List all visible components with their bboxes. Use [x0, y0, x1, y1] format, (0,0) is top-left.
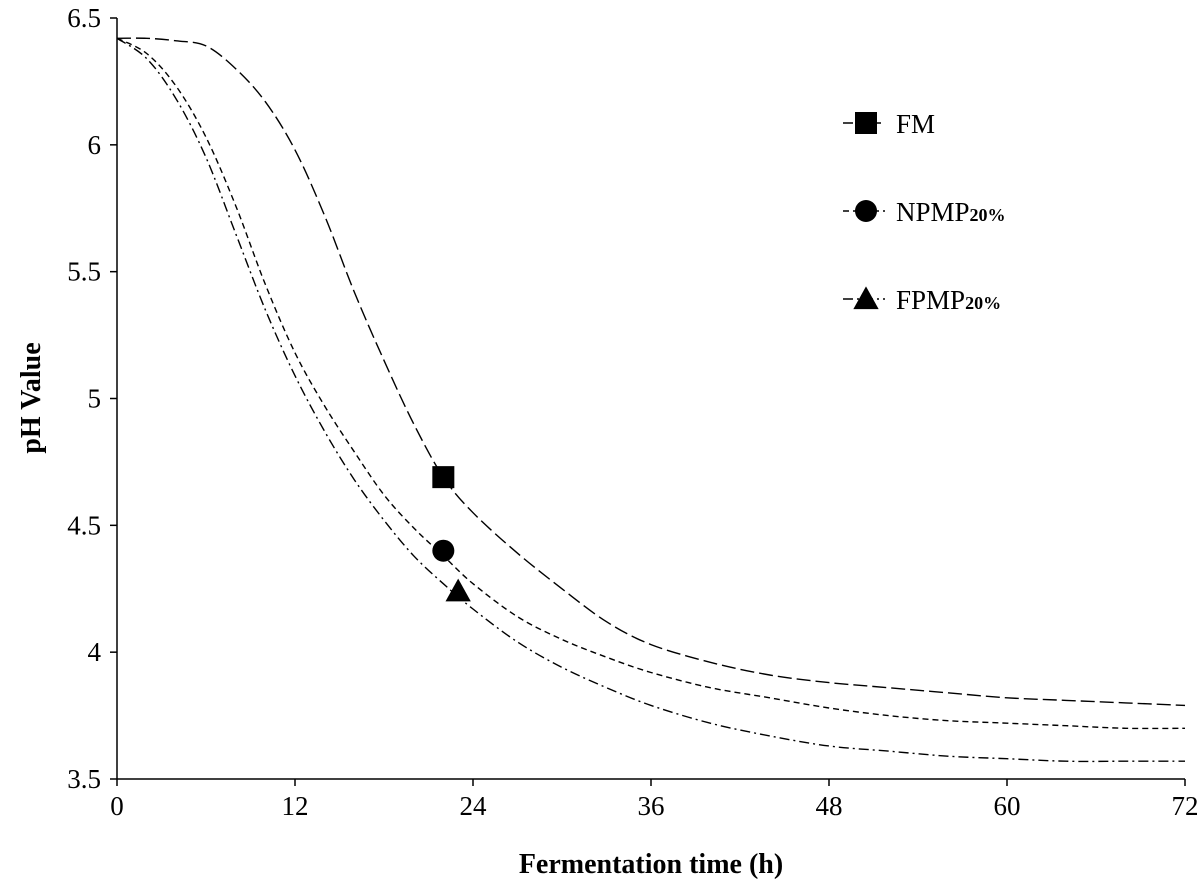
data-marker-circle: [432, 539, 455, 562]
legend-marker-circle: [855, 200, 877, 222]
x-tick-label: 36: [638, 791, 665, 821]
x-tick-label: 0: [110, 791, 124, 821]
x-axis-ticks: 0 12 24 36 48 60 72: [110, 779, 1199, 821]
x-axis-title: Fermentation time (h): [519, 849, 783, 880]
y-tick-label: 4.5: [67, 510, 101, 540]
data-marker-square: [432, 466, 455, 489]
series-markers: [432, 466, 471, 602]
x-tick-label: 12: [282, 791, 309, 821]
series-line-square: [116, 37, 1186, 707]
legend-label-subscript: 20%: [965, 293, 1001, 313]
y-axis-ticks: 3.5 4 4.5 5 5.5 6 6.5: [67, 3, 117, 794]
y-tick-label: 6: [88, 130, 102, 160]
y-tick-label: 5.5: [67, 257, 101, 287]
legend-label: FM: [896, 109, 935, 139]
y-tick-label: 6.5: [67, 3, 101, 33]
y-tick-label: 3.5: [67, 764, 101, 794]
legend-marker-triangle: [853, 286, 879, 310]
y-axis-title: pH Value: [16, 342, 47, 453]
x-tick-label: 48: [816, 791, 843, 821]
y-tick-label: 5: [88, 384, 102, 414]
legend-marker-square: [855, 112, 877, 134]
series-line-circle: [116, 37, 1186, 730]
legend-label-main: NPMP: [896, 197, 970, 227]
legend-label-subscript: 20%: [970, 205, 1006, 225]
legend-label-main: FPMP: [896, 285, 965, 315]
y-tick-label: 4: [88, 637, 102, 667]
x-tick-label: 24: [460, 791, 488, 821]
x-tick-label: 72: [1172, 791, 1199, 821]
series-lines: [116, 37, 1186, 763]
legend-label-main: FM: [896, 109, 935, 139]
series-line-triangle: [116, 37, 1185, 763]
data-marker-triangle: [445, 578, 471, 602]
legend-label: FPMP20%: [896, 285, 1001, 315]
x-tick-label: 60: [994, 791, 1021, 821]
legend-label: NPMP20%: [896, 197, 1006, 227]
